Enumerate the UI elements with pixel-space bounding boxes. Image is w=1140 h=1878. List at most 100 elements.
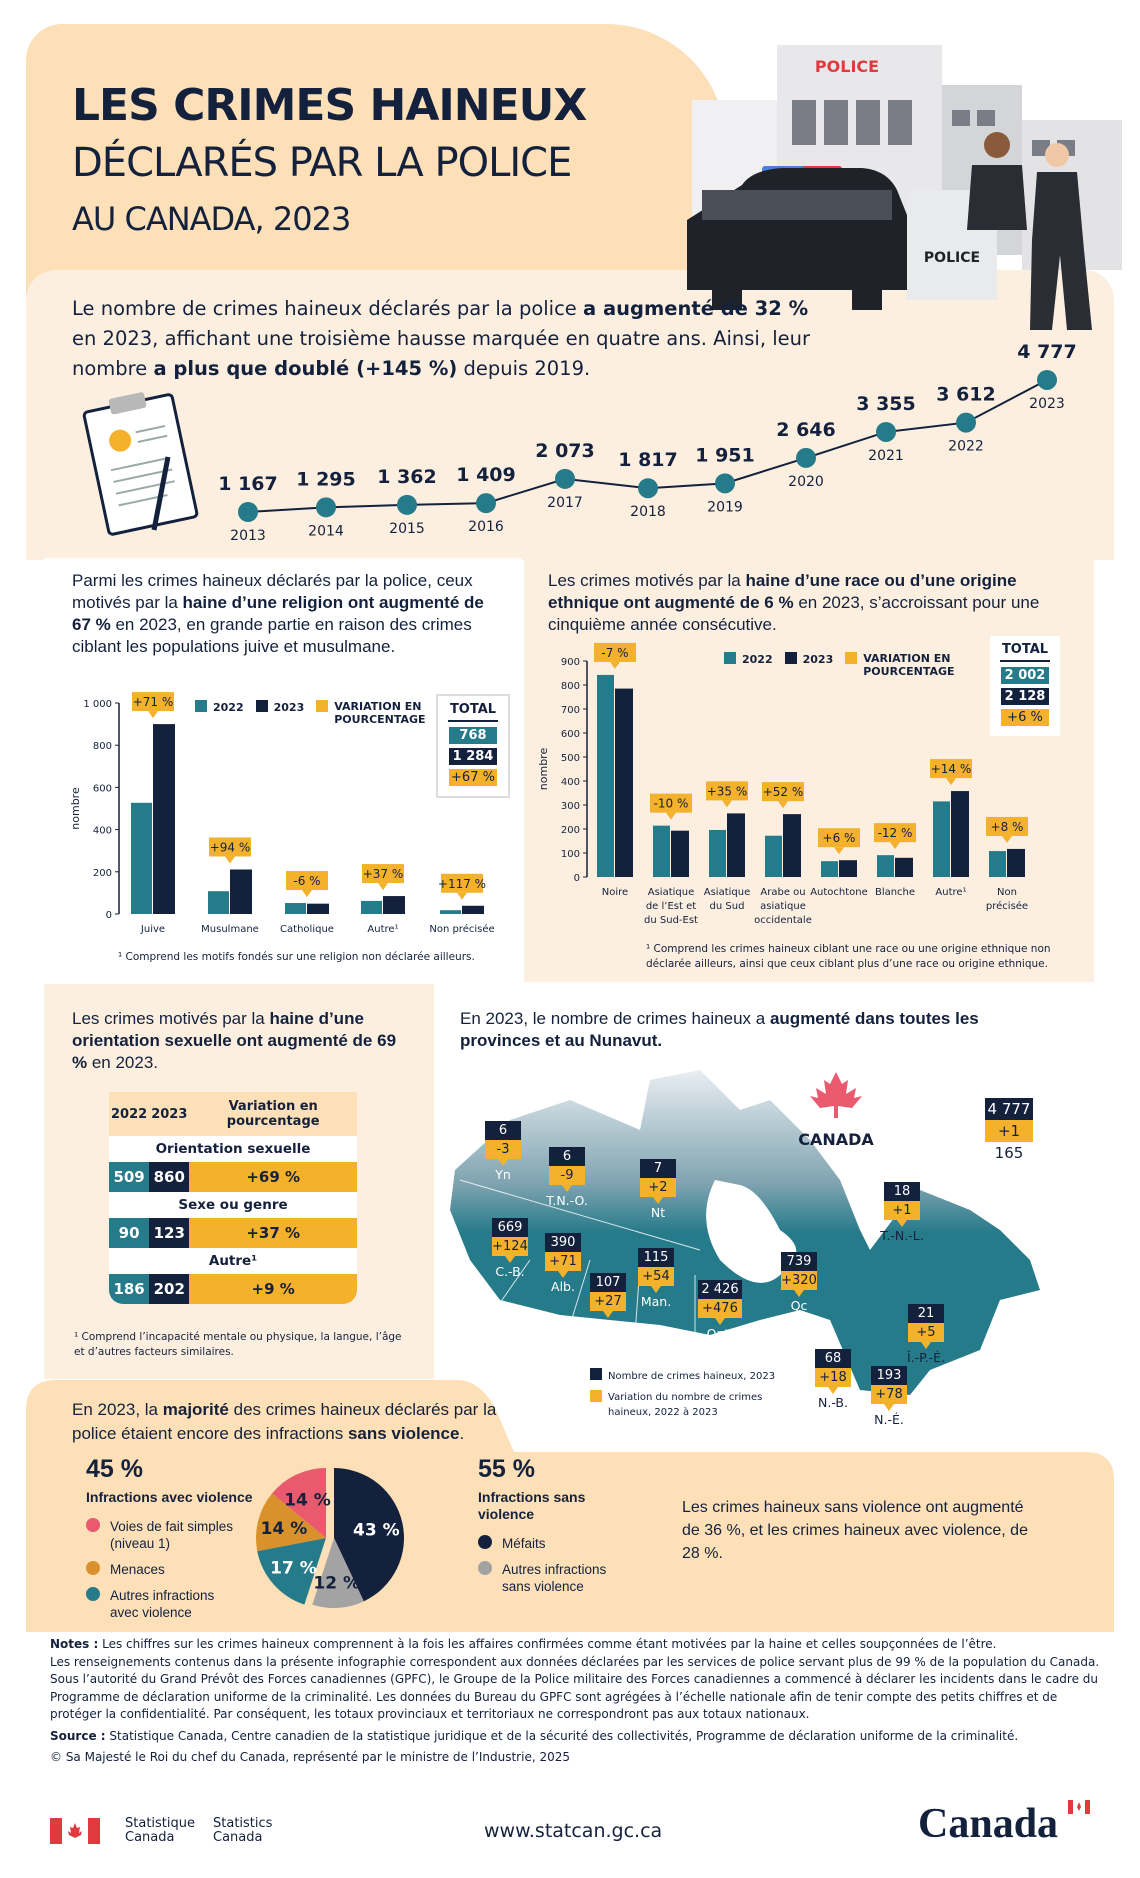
region-change: +27 [590,1292,626,1318]
region-name: N.-É. [874,1412,904,1427]
religion-bar-chart: 0 200 400 600 800 1 000 nombre +71 % Juive +94 % M… [69,692,495,935]
officer-2 [1045,143,1069,167]
region-change: +1 [884,1201,920,1227]
region-name: Sask. [591,1319,625,1334]
region-change: +78 [871,1385,907,1411]
region-name: Î.-P.-É. [906,1350,946,1365]
region-box-n: 193 +78 N.-É. [871,1366,907,1427]
bar-2023 [727,813,745,877]
statcan-fr: Statistique Canada [125,1816,195,1845]
callout-pointer [890,842,900,850]
col-2022: 2022 [109,1092,150,1136]
change-label: +6 % [823,831,856,845]
region-count: 21 [908,1304,944,1323]
canada-map [450,1070,1040,1395]
region-count: 669 [492,1218,528,1237]
region-change: +71 [545,1252,581,1278]
region-box-nt: 7 +2 Nt [640,1159,676,1220]
region-name: Yn [495,1167,511,1182]
bar-2022 [285,903,306,914]
value-label: 3 355 [856,393,916,415]
nonviolent-pct: 55 % [478,1455,535,1483]
clipboard-icon [82,392,199,536]
bar-2023 [462,905,484,914]
data-point [796,447,816,468]
y-tick-label: 800 [561,681,580,692]
bar-2022 [653,825,670,877]
category-label: Asiatique [704,887,751,898]
website-link[interactable]: www.statcan.gc.ca [484,1820,663,1842]
change-callout [286,871,328,891]
violence-pie-chart: 43 % 12 %17 % 14 % 14 % [256,1468,404,1608]
bar-2022 [765,835,782,877]
value-label: 1 817 [618,449,678,471]
change-callout [441,873,483,893]
region-count: 6 [549,1147,585,1166]
change-label: +37 % [363,867,404,881]
region-name: Man. [640,1294,672,1309]
region-change: +5 [908,1323,944,1349]
callout-pointer [778,801,788,809]
cell-change: +69 % [189,1162,357,1192]
legend-change: VARIATION EN POURCENTAGE [845,652,963,678]
y-tick-label: 300 [561,801,580,812]
cell-2022: 90 [109,1218,150,1248]
total-change: +6 % [1001,709,1049,726]
region-count: 390 [545,1233,581,1252]
y-tick-label: 900 [561,657,580,668]
year-label: 2022 [948,439,984,455]
religion-total-box: TOTAL 768 1 284 +67 % [436,694,510,798]
bar-2022 [440,910,461,914]
bar-2023 [839,860,857,877]
region-count: 115 [638,1248,674,1267]
change-label: +117 % [438,877,486,891]
data-point [876,421,896,442]
pie-slice [334,1468,404,1602]
bar-2023 [153,724,175,914]
category-label: asiatique [760,901,806,912]
canada-wordmark: Canada [918,1801,1059,1847]
region-change: +320 [781,1271,817,1297]
legend-2023: 2023 [255,700,304,714]
bar-2023 [615,688,633,877]
change-label: -7 % [601,646,628,660]
y-tick-label: 600 [561,729,580,740]
bar-2022 [361,900,382,914]
region-change: +124 [492,1237,528,1263]
race-bar-chart: 0 100 200 300 400 500 600 700 800 900 nombre -7 % No… [537,642,1028,926]
value-label: 1 362 [377,466,437,488]
row-category: Sexe ou genre [109,1192,357,1218]
total-2023: 1 284 [449,748,497,765]
legend-threats: Menaces [86,1561,246,1578]
race-text: Les crimes motivés par la haine d’une ra… [548,571,1040,634]
pie-label: 43 % [353,1521,400,1541]
pie-slice [256,1493,326,1552]
cell-2023: 202 [149,1274,190,1304]
yearly-trend-line-chart: 1 167 2013 1 295 2014 1 362 2015 1 409 2016 2 07… [218,341,1077,544]
data-point [956,412,976,433]
change-callout [132,692,174,712]
map-legend: Nombre de crimes haineux, 2023 Variation… [590,1368,808,1420]
cell-change: +9 % [189,1274,357,1304]
year-label: 2017 [547,495,583,511]
region-count: 7 [640,1159,676,1178]
legend-change: VARIATION EN POURCENTAGE [316,700,434,726]
legend-other-violent: Autres infractions avec violence [86,1587,246,1621]
nonviolent-legend: Méfaits Autres infractions sans violence [478,1535,628,1604]
region-box-man: 115 +54 Man. [638,1248,674,1309]
title-line-1: LES CRIMES HAINEUX [72,80,587,131]
pie-slice [312,1538,364,1608]
change-callout [874,823,916,843]
data-point [238,502,258,522]
category-label: précisée [986,900,1028,912]
cell-2023: 123 [149,1218,190,1248]
race-footnote: ¹ Comprend les crimes haineux ciblant un… [646,943,1051,970]
y-tick-label: 200 [93,868,112,879]
callout-pointer [302,890,312,898]
trend-panel [26,270,1114,560]
data-point [397,494,417,515]
category-label: Blanche [875,887,915,898]
y-tick-label: 700 [561,705,580,716]
table-row: 90 123 +37 % [109,1218,357,1248]
violent-label: Infractions avec violence [86,1489,253,1505]
